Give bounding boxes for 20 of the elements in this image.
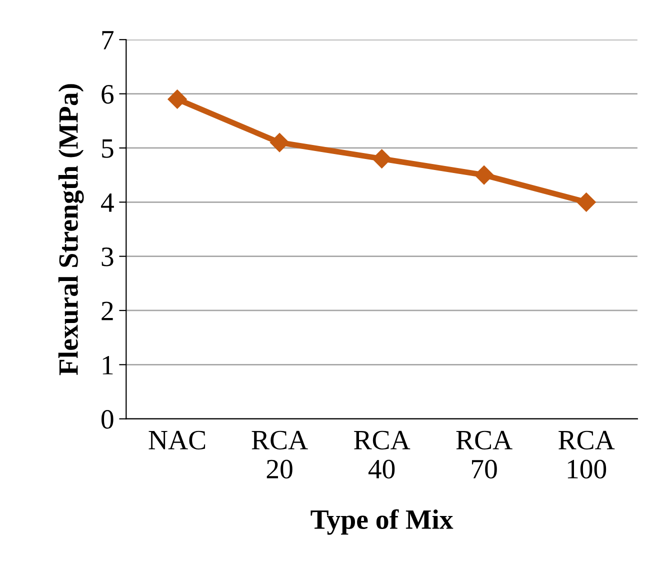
point [576,192,596,212]
y-tick-label: 1 [102,356,113,374]
y-axis-title: Flexural Strength (MPa) [58,84,84,376]
point [474,166,494,185]
y-tick-label: 2 [102,302,113,320]
y-tick-label: 3 [102,248,114,266]
x-tick-label: NAC [148,430,206,450]
x-tick-label: RCA 20 [252,430,308,479]
point [270,133,290,152]
x-axis-title: Type of Mix [310,509,454,535]
y-tick-label: 0 [102,410,114,429]
x-tick-label: RCA 70 [456,430,512,479]
y-tick-label: 5 [102,139,114,158]
x-tick-label: RCA 40 [354,430,410,479]
x-tick-label: RCA 100 [558,430,615,479]
y-tick-label: 4 [101,193,114,212]
point [168,90,187,109]
y-tick-label: 7 [102,31,114,50]
y-tick-label: 6 [102,85,114,104]
point [372,149,392,168]
